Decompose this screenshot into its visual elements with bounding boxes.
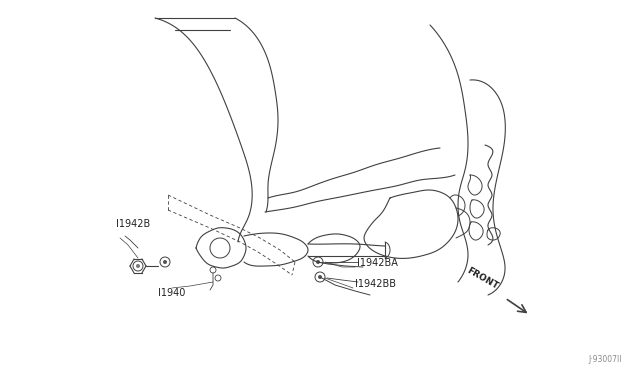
- Text: FRONT: FRONT: [465, 266, 500, 291]
- Circle shape: [136, 264, 140, 268]
- Text: I1940: I1940: [158, 288, 186, 298]
- Circle shape: [163, 260, 167, 264]
- Text: I1942BB: I1942BB: [355, 279, 396, 289]
- Circle shape: [318, 275, 322, 279]
- Text: I1942B: I1942B: [116, 219, 150, 229]
- Circle shape: [316, 260, 320, 264]
- Text: J·93007II: J·93007II: [589, 355, 622, 364]
- Text: I1942BA: I1942BA: [357, 258, 398, 268]
